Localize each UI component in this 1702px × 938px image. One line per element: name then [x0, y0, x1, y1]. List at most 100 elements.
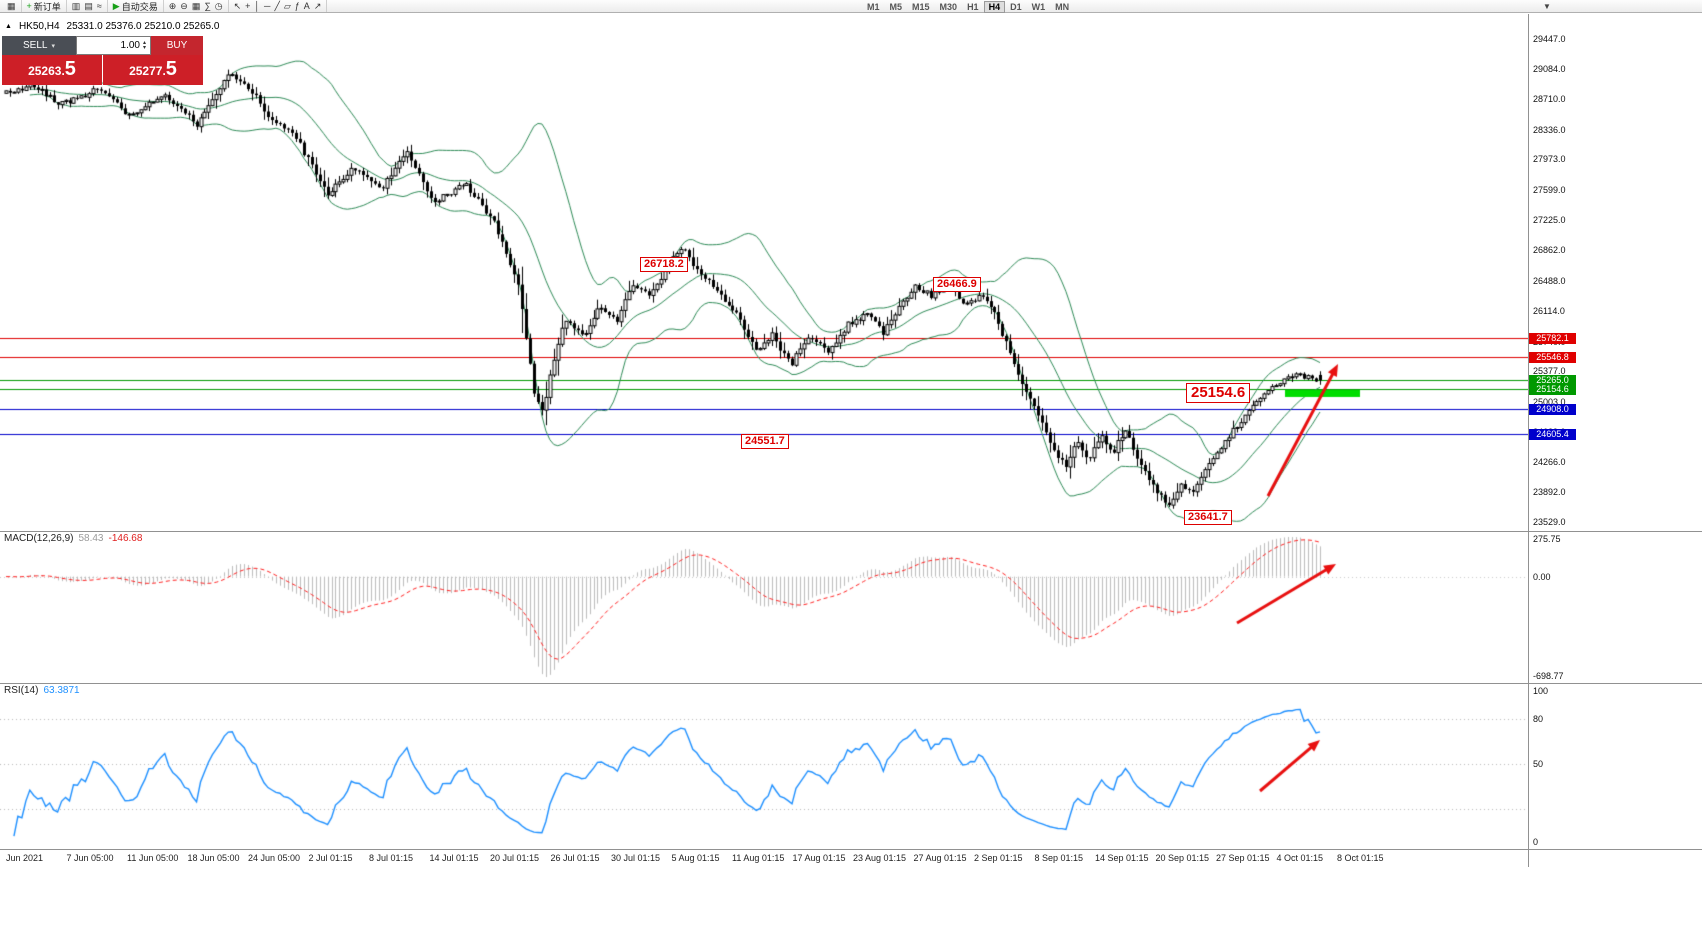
time-axis-label: 27 Sep 01:15 [1216, 853, 1270, 863]
auto-trading-button[interactable]: ▶ 自动交易 [111, 0, 160, 12]
time-axis-label: 8 Jul 01:15 [369, 853, 414, 863]
volume-input[interactable]: 1.00 ▴ ▾ [76, 36, 151, 55]
cursor-tool-icon: ↖ [233, 0, 242, 11]
rsi-panel: RSI(14) 63.3871 100 80 50 0 [0, 683, 1702, 849]
price-callout-label[interactable]: 24551.7 [741, 433, 789, 449]
chart-type-candles-button[interactable]: ▤ [82, 0, 95, 12]
zoom-in-button[interactable]: ⊕ [167, 0, 179, 12]
timeframe-button-d1[interactable]: D1 [1005, 1, 1027, 13]
buy-price: 25277. [129, 64, 166, 78]
sell-caret-icon: ▾ [51, 42, 55, 50]
rsi-axis-80: 80 [1533, 714, 1544, 724]
toolbar-overflow-button[interactable]: ▼ [1537, 1, 1557, 12]
new-chart-icon: ▦ [7, 0, 16, 11]
macd-main-value: 58.43 [78, 533, 104, 544]
zoom-out-button[interactable]: ⊖ [178, 0, 190, 12]
timeframe-button-h1[interactable]: H1 [962, 1, 984, 13]
toolbar-group: ↖ + │ ─ ╱ ▱ ƒ A ↗ [229, 0, 328, 12]
arrow-tool-button[interactable]: ↗ [312, 0, 324, 12]
chart-type-line-button[interactable]: ≈ [95, 0, 104, 12]
rsi-indicator-label: RSI(14) 63.3871 [4, 685, 80, 696]
buy-button[interactable]: BUY [151, 36, 203, 55]
price-tick: 23529.0 [1533, 517, 1566, 527]
fibonacci-tool-button[interactable]: ƒ [293, 0, 302, 12]
auto-trading-label: 自动交易 [121, 1, 158, 12]
crosshair-tool-button[interactable]: + [243, 0, 252, 12]
price-line-flag: 25154.6 [1529, 383, 1576, 395]
macd-axis-min: -698.77 [1533, 671, 1564, 681]
timeframe-button-h4[interactable]: H4 [983, 0, 1006, 13]
periods-button[interactable]: ◷ [213, 0, 225, 12]
volume-stepper: ▴ ▾ [140, 39, 149, 51]
one-click-trading-panel: SELL ▾ 1.00 ▴ ▾ BUY 25263.5 [2, 36, 203, 85]
symbol-name: HK50,H4 [18, 21, 60, 32]
new-chart-button[interactable]: ▦ [5, 0, 18, 12]
toolbar-group: ▦ [2, 0, 22, 12]
panel-separator [0, 683, 1702, 684]
indicators-list-button[interactable]: ∑ [202, 0, 212, 12]
sell-price-button[interactable]: 25263.5 [2, 55, 102, 85]
buy-price-big-digit: 5 [165, 58, 177, 80]
macd-axis-max: 275.75 [1533, 534, 1561, 544]
horizontal-line-tool-icon: ─ [264, 0, 271, 11]
horizontal-line-tool-button[interactable]: ─ [262, 0, 272, 12]
price-tick: 24266.0 [1533, 456, 1566, 467]
price-callout-label[interactable]: 26718.2 [640, 257, 688, 272]
price-tick: 29084.0 [1533, 63, 1566, 74]
volume-down-button[interactable]: ▾ [142, 44, 146, 51]
time-axis-label: 26 Jul 01:15 [550, 853, 600, 863]
text-tool-button[interactable]: A [302, 0, 312, 12]
price-callout-label[interactable]: 23641.7 [1184, 509, 1232, 525]
vertical-line-tool-button[interactable]: │ [252, 0, 262, 12]
time-axis-label: 24 Jun 05:00 [248, 853, 301, 863]
time-axis-label: 5 Aug 01:15 [671, 853, 720, 863]
trendline-tool-icon: ╱ [274, 0, 280, 11]
new-order-button[interactable]: + 新订单 [25, 0, 63, 12]
sell-button[interactable]: SELL ▾ [2, 36, 76, 55]
timeframe-button-m1[interactable]: M1 [862, 1, 885, 13]
time-axis-label: 11 Jun 05:00 [127, 853, 179, 863]
time-axis-label: 20 Sep 01:15 [1155, 853, 1210, 863]
price-callout-label[interactable]: 25154.6 [1186, 382, 1251, 403]
timeframe-button-w1[interactable]: W1 [1027, 1, 1051, 13]
trendline-tool-button[interactable]: ╱ [272, 0, 281, 12]
chart-ohlc-header: ▲ HK50,H4 25331.0 25376.0 25210.0 25265.… [5, 21, 219, 32]
price-line-flag: 25546.8 [1529, 351, 1576, 363]
chart-type-candles-icon: ▤ [84, 0, 93, 11]
buy-price-button[interactable]: 25277.5 [103, 55, 203, 85]
volume-up-button[interactable]: ▴ [142, 39, 146, 46]
price-tick: 29447.0 [1533, 34, 1566, 44]
tile-windows-button[interactable]: ▦ [190, 0, 203, 12]
toolbar-group: ▥ ▤ ≈ [67, 0, 108, 12]
timeframe-button-m30[interactable]: M30 [935, 1, 963, 13]
toolbar-group: ▶ 自动交易 [108, 0, 164, 12]
time-axis-label: Jun 2021 [6, 853, 44, 863]
time-axis-label: 20 Jul 01:15 [490, 853, 540, 863]
price-line-flag: 25782.1 [1529, 332, 1576, 344]
macd-panel: MACD(12,26,9) 58.43 -146.68 275.75 0.00 -6… [0, 531, 1702, 683]
axis-separator [1528, 14, 1529, 867]
channel-tool-button[interactable]: ▱ [282, 0, 293, 12]
zoom-out-icon: ⊖ [180, 0, 188, 11]
chart-type-bars-button[interactable]: ▥ [70, 0, 83, 12]
time-axis-label: 4 Oct 01:15 [1276, 853, 1324, 863]
price-callout-label[interactable]: 26466.9 [933, 277, 981, 292]
timeframe-button-m5[interactable]: M5 [885, 1, 908, 13]
time-axis-label: 18 Jun 05:00 [187, 853, 240, 863]
timeframe-button-mn[interactable]: MN [1050, 1, 1074, 13]
price-chart-canvas[interactable] [0, 14, 1528, 531]
cursor-tool-button[interactable]: ↖ [232, 0, 244, 12]
time-axis-label: 2 Jul 01:15 [308, 853, 353, 863]
toolbar-button-groups: ▦ + 新订单 ▥ ▤ ≈ ▶ 自动交易 ⊕ ⊖ ▦ ∑ ◷ ↖ + │ ─ ╱ ▱ ƒ A ↗ [2, 0, 328, 12]
rsi-canvas[interactable] [0, 683, 1528, 849]
price-tick: 27973.0 [1533, 154, 1566, 165]
price-line-flag: 24605.4 [1529, 428, 1576, 440]
time-axis-label: 2 Sep 01:15 [974, 853, 1023, 863]
timeframe-button-m15[interactable]: M15 [907, 1, 935, 13]
price-tick: 27599.0 [1533, 184, 1566, 195]
macd-canvas[interactable] [0, 531, 1528, 683]
rsi-axis-100: 100 [1533, 686, 1549, 696]
buy-label: BUY [166, 40, 188, 51]
toolbar-group: + 新订单 [22, 0, 67, 12]
